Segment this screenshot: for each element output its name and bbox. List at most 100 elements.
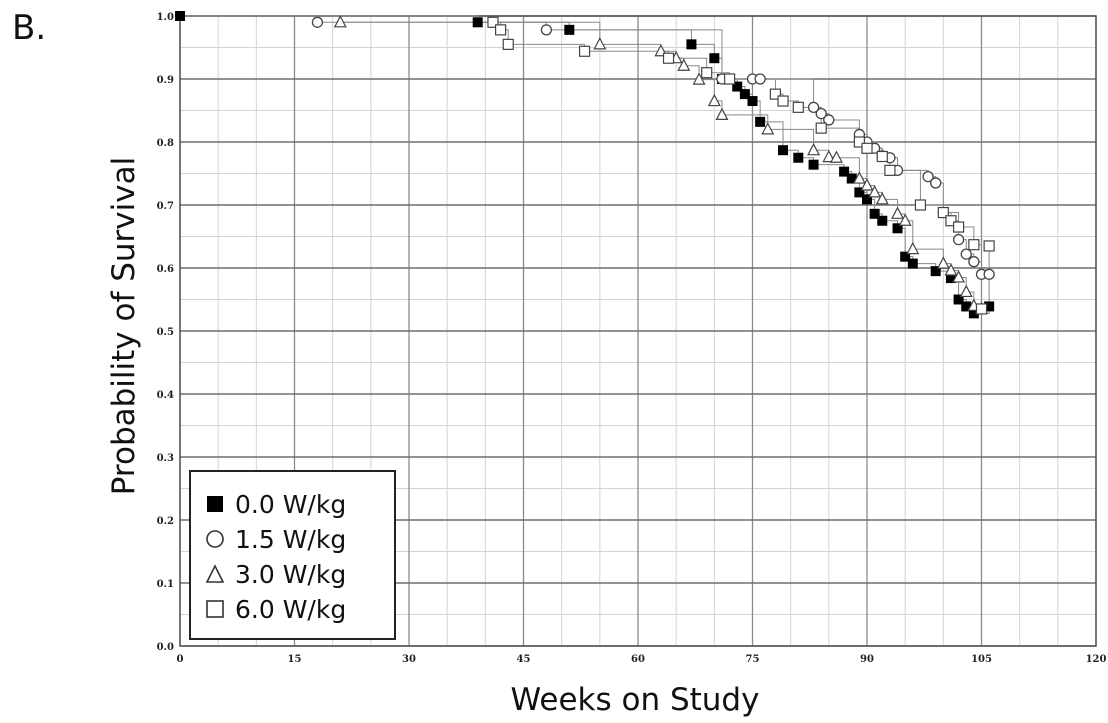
y-tick-label: 0.6 [157, 264, 174, 275]
y-tick-label: 0.5 [157, 327, 174, 338]
series-line-0 [180, 15, 990, 314]
marker-open-square [945, 215, 957, 227]
marker-filled-square [961, 301, 972, 312]
marker-filled-square [808, 159, 819, 170]
marker-open-square [578, 45, 591, 57]
marker-filled-square [686, 39, 697, 50]
filled-square-icon [207, 496, 223, 512]
marker-open-triangle [593, 37, 607, 50]
marker-filled-square [778, 145, 789, 156]
marker-open-triangle [333, 15, 347, 28]
marker-open-circle [930, 177, 942, 189]
marker-open-square [914, 199, 927, 211]
panel-label: B. [12, 8, 47, 48]
marker-open-triangle [860, 178, 874, 191]
y-tick-label: 0.1 [157, 579, 174, 590]
marker-filled-square [846, 173, 857, 184]
marker-open-square [792, 101, 804, 113]
marker-open-square [968, 239, 980, 251]
open-square-icon [206, 600, 224, 618]
marker-open-square [701, 67, 713, 79]
marker-open-square [815, 122, 827, 134]
marker-open-triangle [875, 192, 889, 205]
marker-open-square [937, 206, 949, 219]
marker-filled-square [907, 258, 918, 269]
ticks: 0 15 30 45 60 75 90 105 120 0.0 0.1 0.2 0.3 0.4 0.5 0.6… [157, 12, 1107, 665]
marker-open-triangle [891, 206, 905, 219]
marker-open-triangle [692, 72, 706, 85]
marker-open-circle [952, 233, 965, 246]
marker-open-circle [960, 248, 972, 260]
x-tick-label: 0 [177, 654, 184, 665]
marker-open-square [884, 164, 896, 176]
legend-label: 1.5 W/kg [235, 524, 347, 554]
legend-label: 3.0 W/kg [235, 559, 347, 589]
y-tick-label: 0.2 [157, 516, 174, 527]
marker-filled-square [854, 187, 865, 198]
marker-open-square [487, 16, 499, 28]
marker-filled-square [900, 251, 911, 262]
marker-filled-square [175, 11, 185, 21]
marker-filled-square [945, 273, 956, 284]
marker-open-triangle [852, 171, 866, 184]
y-tick-label: 0.0 [157, 642, 174, 653]
series-line-3 [492, 21, 990, 310]
legend-entry-3: 6.0 W/kg [205, 595, 346, 624]
marker-filled-square [747, 96, 758, 107]
marker-open-triangle [959, 284, 973, 298]
x-tick-label: 60 [631, 654, 645, 665]
y-tick-label: 0.7 [157, 201, 174, 212]
marker-open-circle [311, 16, 324, 28]
x-tick-label: 30 [402, 654, 416, 665]
marker-open-circle [823, 114, 835, 126]
marker-open-triangle [952, 270, 966, 283]
x-tick-label: 120 [1086, 654, 1107, 665]
x-tick-label: 90 [860, 654, 874, 665]
y-tick-label: 0.3 [157, 453, 174, 464]
marker-open-circle [807, 101, 820, 113]
marker-open-triangle [868, 185, 882, 198]
marker-open-square [952, 221, 965, 233]
marker-open-circle [983, 268, 995, 280]
marker-filled-square [839, 166, 850, 177]
marker-open-square [975, 303, 988, 315]
marker-filled-square [709, 53, 720, 64]
marker-filled-square [953, 294, 964, 305]
x-tick-label: 15 [288, 654, 302, 665]
x-tick-label: 75 [746, 654, 760, 665]
y-axis-label: Probability of Survival [106, 156, 142, 496]
marker-filled-square [869, 208, 880, 219]
marker-open-square [777, 95, 789, 107]
marker-filled-square [984, 301, 995, 312]
legend-entry-2: 3.0 W/kg [205, 559, 347, 589]
marker-open-triangle [898, 213, 912, 226]
marker-open-triangle [944, 263, 958, 276]
marker-open-triangle [761, 122, 775, 135]
marker-open-circle [754, 73, 766, 85]
marker-filled-square [564, 24, 575, 35]
legend-entry-0: 0.0 W/kg [205, 490, 346, 519]
y-tick-label: 1.0 [157, 12, 174, 23]
plot-frame [179, 15, 1097, 647]
marker-open-square [723, 73, 736, 85]
marker-open-triangle [715, 107, 729, 121]
x-axis-label: Weeks on Study [510, 682, 760, 718]
y-tick-label: 0.8 [157, 138, 174, 149]
marker-filled-square [732, 81, 743, 92]
marker-open-triangle [807, 142, 821, 156]
marker-open-square [983, 240, 995, 252]
series-markers [175, 11, 995, 319]
marker-open-circle [540, 24, 553, 36]
legend: 0.0 W/kg 1.5 W/kg 3.0 W/kg 6.0 W/kg [189, 470, 396, 640]
marker-open-triangle [677, 58, 691, 71]
marker-open-square [662, 52, 675, 64]
y-tick-label: 0.4 [157, 390, 174, 401]
marker-open-circle [815, 108, 827, 120]
marker-filled-square [472, 17, 483, 28]
series-lines [180, 15, 990, 314]
marker-open-triangle [822, 149, 836, 163]
marker-open-triangle [707, 93, 721, 107]
x-tick-label: 45 [517, 654, 531, 665]
marker-filled-square [930, 266, 941, 277]
marker-open-square [853, 136, 865, 148]
